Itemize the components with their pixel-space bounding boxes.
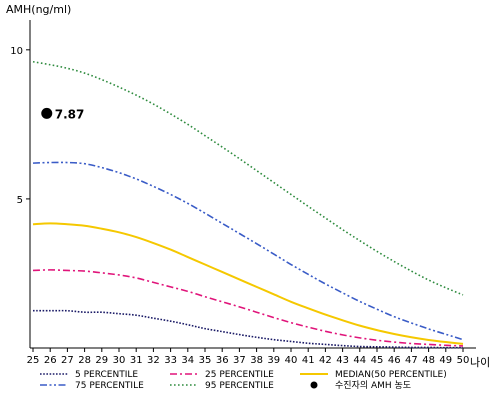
x-tick-label: 33 [164, 355, 177, 366]
patient-amh-point [41, 107, 53, 119]
x-tick-label: 34 [181, 355, 194, 366]
series-line-95-percentile [32, 60, 464, 296]
legend-label: 75 PERCENTILE [75, 381, 144, 391]
series-line-75-percentile [32, 161, 464, 341]
x-tick-label: 28 [78, 355, 91, 366]
x-tick-label: 46 [388, 355, 401, 366]
legend-item: 25 PERCENTILE [170, 370, 274, 380]
legend: 5 PERCENTILE 25 PERCENTILE MEDIAN(50 PERCE… [40, 370, 447, 391]
x-tick-label: 43 [336, 355, 349, 366]
y-axis-title: AMH(ng/ml) [6, 3, 71, 16]
patient-amh-value-label: 7.87 [55, 107, 85, 121]
series-lines [32, 60, 464, 349]
legend-swatch [310, 381, 318, 389]
legend-item: 수진자의 AMH 농도 [310, 380, 411, 391]
series-line-25-percentile [32, 269, 464, 347]
x-tick-label: 36 [216, 355, 229, 366]
x-tick-label: 49 [439, 355, 452, 366]
series-line-median-50-percentile- [32, 222, 464, 345]
series-line-5-percentile [32, 309, 464, 349]
x-tick-label: 45 [371, 355, 384, 366]
y-axis-ticks: 5 10 [10, 46, 30, 206]
legend-item: MEDIAN(50 PERCENTILE) [300, 370, 447, 380]
x-axis-ticks: 25 26 27 28 29 30 31 32 33 34 35 36 37 38 39 40 41 42 43 44… [27, 348, 470, 366]
y-tick-label: 5 [17, 195, 23, 206]
x-tick-label: 35 [199, 355, 212, 366]
x-tick-label: 37 [233, 355, 246, 366]
legend-item: 75 PERCENTILE [40, 381, 144, 391]
x-tick-label: 27 [61, 355, 74, 366]
x-tick-label: 29 [95, 355, 108, 366]
legend-label: 25 PERCENTILE [205, 370, 274, 380]
legend-label: 95 PERCENTILE [205, 381, 274, 391]
x-tick-label: 39 [267, 355, 280, 366]
x-axis-title: 나이 [470, 356, 490, 369]
legend-item: 5 PERCENTILE [40, 370, 138, 380]
x-tick-label: 38 [250, 355, 263, 366]
x-tick-label: 40 [285, 355, 298, 366]
legend-label: 5 PERCENTILE [75, 370, 138, 380]
x-tick-label: 41 [302, 355, 315, 366]
x-tick-label: 26 [44, 355, 57, 366]
x-tick-label: 44 [353, 355, 366, 366]
x-tick-label: 31 [130, 355, 143, 366]
legend-label: MEDIAN(50 PERCENTILE) [335, 370, 447, 380]
x-tick-label: 42 [319, 355, 332, 366]
x-tick-label: 30 [113, 355, 126, 366]
legend-label: 수진자의 AMH 농도 [335, 380, 411, 391]
y-tick-label: 10 [10, 46, 23, 57]
data-points: 7.87 [41, 107, 84, 121]
x-tick-label: 32 [147, 355, 160, 366]
x-tick-label: 25 [27, 355, 40, 366]
x-tick-label: 50 [457, 355, 470, 366]
x-tick-label: 48 [422, 355, 435, 366]
legend-item: 95 PERCENTILE [170, 381, 274, 391]
x-tick-label: 47 [405, 355, 418, 366]
